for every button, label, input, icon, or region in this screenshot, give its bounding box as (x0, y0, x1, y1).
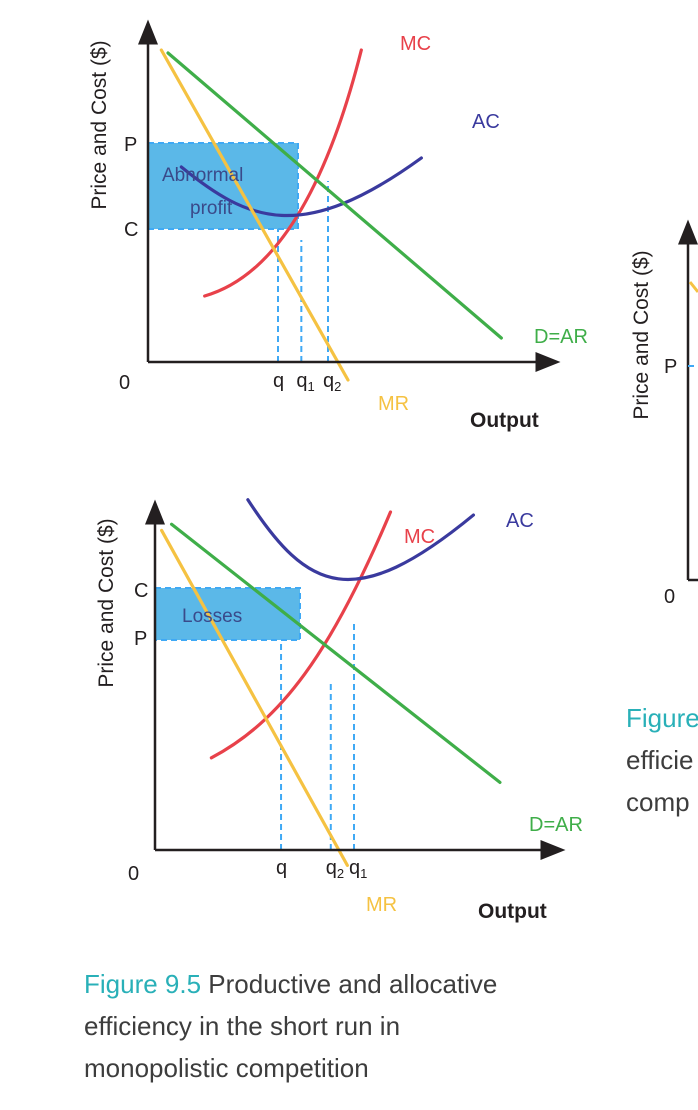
top-mr-label: MR (378, 393, 409, 415)
top-d-ar-curve (166, 51, 503, 340)
top-area-label-line2: profit (190, 198, 233, 219)
top-y-tick-p: P (124, 134, 137, 156)
right-mr-fragment (688, 281, 698, 293)
top-x-tick-label: q (273, 370, 284, 392)
bottom-y-axis-title: Price and Cost ($) (95, 518, 118, 687)
bottom-origin-label: 0 (128, 863, 139, 885)
caption-line1: Figure 9.5 Productive and allocative (84, 969, 497, 999)
bottom-mr-label: MR (366, 894, 397, 916)
bottom-ac-curve (246, 498, 475, 582)
right-origin-label: 0 (664, 586, 675, 608)
figure-caption: Figure 9.5 Productive and allocative eff… (84, 969, 497, 1083)
bottom-d-ar-label: D=AR (529, 814, 583, 836)
right-caption-line3: comp (626, 787, 690, 817)
top-mr-curve (159, 48, 350, 382)
top-x-tick-label: q2 (323, 370, 341, 394)
right-caption-line2: efficie (626, 745, 693, 775)
bottom-x-axis-title: Output (478, 900, 547, 923)
bottom-y-tick-p: P (134, 628, 147, 650)
top-ac-label: AC (472, 111, 500, 133)
top-y-axis-title: Price and Cost ($) (88, 40, 111, 209)
bottom-x-tick-label: q2 (326, 857, 344, 881)
bottom-ac-label: AC (506, 510, 534, 532)
top-d-ar-label: D=AR (534, 326, 588, 348)
bottom-x-tick-label: q (276, 857, 287, 879)
top-x-axis-title: Output (470, 409, 539, 432)
top-origin-label: 0 (119, 372, 130, 394)
bottom-mr-curve (160, 528, 349, 867)
top-y-tick-c: C (124, 219, 138, 241)
top-x-tick-label: q1 (296, 370, 314, 394)
bottom-mc-curve (209, 510, 393, 760)
right-y-tick-p: P (664, 356, 677, 378)
bottom-chart: Price and Cost ($) 0 C P Output Losses M… (95, 498, 583, 923)
right-caption-line1: Figure (626, 703, 698, 733)
top-area-label-line1: Abnormal (162, 165, 243, 186)
bottom-d-ar-curve (169, 522, 502, 784)
top-chart: Price and Cost ($) 0 P C Output Abnormal… (88, 19, 588, 432)
top-mc-label: MC (400, 33, 431, 55)
bottom-x-tick-label: q1 (349, 857, 367, 881)
caption-line2: efficiency in the short run in (84, 1011, 400, 1041)
right-figure-partial: Price and Cost ($) P 0 Figure efficie co… (626, 219, 698, 817)
bottom-area-label: Losses (182, 606, 242, 627)
bottom-y-tick-c: C (134, 580, 148, 602)
losses-area (154, 587, 301, 641)
bottom-mc-label: MC (404, 526, 435, 548)
right-y-axis-title: Price and Cost ($) (630, 250, 653, 419)
top-ac-curve (179, 156, 423, 217)
caption-line3: monopolistic competition (84, 1053, 369, 1083)
caption-line1-text: Productive and allocative (201, 969, 497, 999)
caption-figure-number: Figure 9.5 (84, 969, 201, 999)
